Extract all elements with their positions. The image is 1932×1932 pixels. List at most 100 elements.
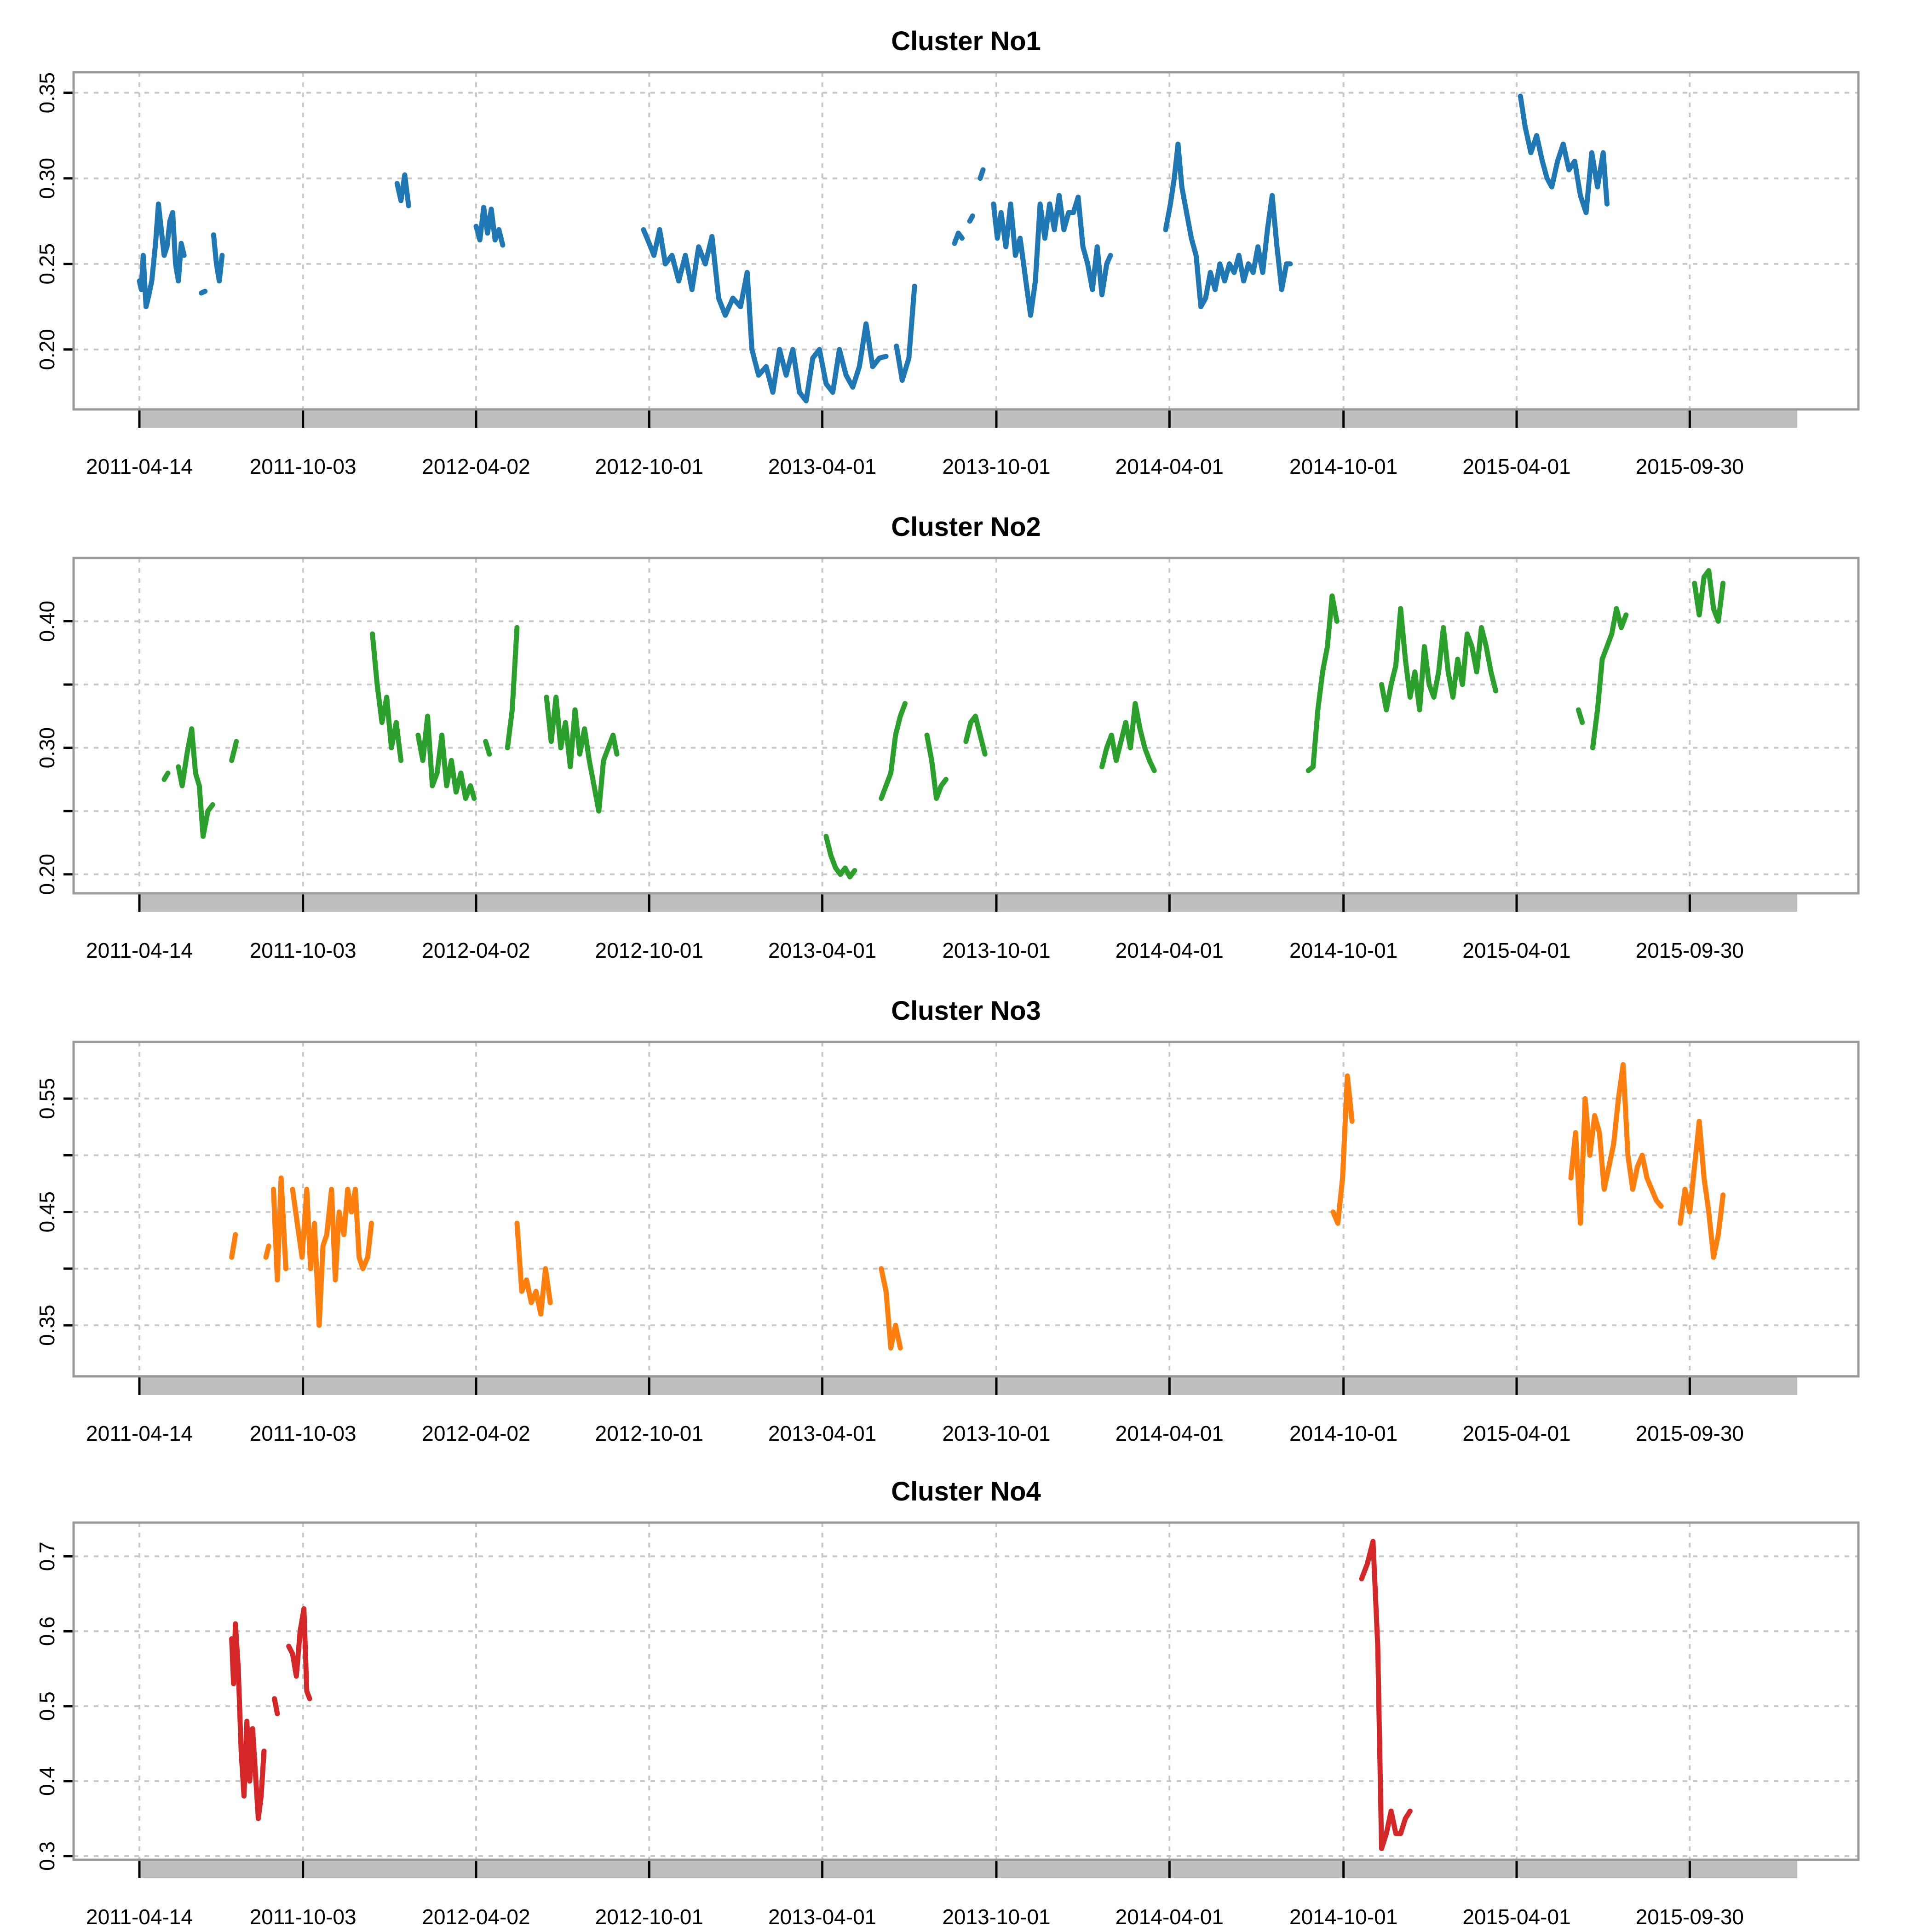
series-line-segment (415, 713, 477, 801)
y-tick-label: 0.40 (35, 601, 59, 642)
x-tick-label: 2011-10-03 (250, 454, 356, 478)
y-tick-label: 0.25 (35, 243, 59, 285)
x-tick-label: 2012-10-01 (595, 454, 703, 478)
plot-frame (72, 1041, 1860, 1378)
cluster-panel-2: Cluster No2 0.20 0.30 0.40 2011-04-14 2011-10… (35, 512, 1860, 962)
series-line-segment (272, 1696, 280, 1716)
series-line-segment (514, 1220, 553, 1317)
plot-frame (72, 557, 1860, 895)
x-tick-label: 2012-10-01 (595, 1421, 703, 1445)
series-line-segment (879, 701, 908, 801)
plot-frame (72, 1521, 1860, 1861)
series-line-segment (1518, 93, 1610, 215)
x-tick-label: 2012-04-02 (422, 1905, 530, 1929)
series-line-segment (211, 232, 225, 284)
series-line-segment (505, 625, 520, 751)
series-line-segment (271, 1175, 288, 1282)
series-line-segment (198, 288, 208, 296)
x-tick-label: 2013-10-01 (942, 1421, 1050, 1445)
x-tick-label: 2012-04-02 (422, 1421, 530, 1445)
series-line-segment (963, 713, 988, 757)
y-tick-label: 0.4 (35, 1766, 59, 1796)
cluster-panel-1: Cluster No1 0.20 0.25 0.30 0.35 2011-04-14 201… (35, 26, 1860, 478)
series-line-segment (823, 834, 857, 880)
series-line-segment (967, 213, 975, 224)
series-line-segment (978, 167, 986, 181)
series-line-segment (1305, 593, 1340, 773)
series-line-segment (1163, 141, 1293, 310)
y-tick-label: 0.6 (35, 1616, 59, 1646)
x-tick-label: 2013-04-01 (768, 1905, 876, 1929)
x-tick-label: 2013-04-01 (768, 1421, 876, 1445)
series-line-segment (176, 726, 215, 839)
x-tick-label: 2014-04-01 (1116, 454, 1224, 478)
chart-title: Cluster No3 (891, 996, 1041, 1026)
x-tick-label: 2011-04-14 (86, 1905, 193, 1929)
y-tick-label: 0.20 (35, 329, 59, 370)
x-tick-label: 2012-10-01 (595, 1905, 703, 1929)
series-line-segment (263, 1243, 271, 1260)
x-tick-label: 2015-04-01 (1462, 454, 1570, 478)
series-line-segment (924, 732, 949, 801)
y-tick-label: 0.5 (35, 1691, 59, 1721)
x-tick-label: 2014-10-01 (1289, 1905, 1397, 1929)
series-line-segment (1099, 701, 1157, 773)
x-tick-label: 2011-04-14 (86, 1421, 193, 1445)
date-axis-band (139, 1860, 1797, 1878)
series-line-segment (544, 695, 620, 814)
series-line-segment (1568, 1062, 1664, 1226)
series-line-segment (137, 201, 187, 310)
x-tick-label: 2013-10-01 (942, 1905, 1050, 1929)
series-line-segment (641, 227, 889, 403)
series-line-segment (1379, 606, 1498, 713)
y-tick-label: 0.35 (35, 72, 59, 114)
series-line-segment (229, 739, 239, 763)
x-tick-label: 2013-04-01 (768, 938, 876, 962)
chart-title: Cluster No2 (891, 512, 1041, 542)
y-tick-label: 0.7 (35, 1541, 59, 1571)
x-tick-label: 2014-04-01 (1116, 1905, 1224, 1929)
series-line-segment (394, 172, 411, 208)
x-tick-label: 2014-04-01 (1116, 938, 1224, 962)
y-tick-label: 0.35 (35, 1305, 59, 1346)
series-line-segment (952, 230, 965, 246)
x-tick-label: 2012-04-02 (422, 938, 530, 962)
x-tick-label: 2013-04-01 (768, 454, 876, 478)
cluster-panel-3: Cluster No3 0.35 0.45 0.55 2011-04-14 2011-10… (35, 996, 1860, 1445)
series-line-segment (1692, 568, 1726, 624)
x-tick-label: 2015-09-30 (1636, 938, 1744, 962)
chart-title: Cluster No1 (891, 26, 1041, 56)
cluster-panel-4: Cluster No4 0.3 0.4 0.5 0.6 0.7 2011-04-14 2011… (35, 1477, 1860, 1929)
x-tick-label: 2013-10-01 (942, 454, 1050, 478)
x-tick-label: 2014-10-01 (1289, 938, 1397, 962)
date-axis-band (139, 409, 1797, 428)
y-tick-label: 0.30 (35, 727, 59, 769)
x-tick-label: 2014-10-01 (1289, 1421, 1397, 1445)
x-tick-label: 2015-09-30 (1636, 1905, 1744, 1929)
x-tick-label: 2011-10-03 (250, 938, 356, 962)
series-line-segment (1576, 707, 1585, 725)
x-tick-label: 2013-10-01 (942, 938, 1050, 962)
series-line-segment (473, 205, 506, 248)
series-line-segment (286, 1606, 312, 1702)
y-tick-label: 0.30 (35, 158, 59, 199)
y-tick-label: 0.45 (35, 1191, 59, 1233)
series-line-segment (161, 770, 171, 782)
x-tick-label: 2015-09-30 (1636, 1421, 1744, 1445)
y-tick-label: 0.3 (35, 1841, 59, 1871)
x-tick-label: 2015-04-01 (1462, 1421, 1570, 1445)
x-tick-label: 2011-04-14 (86, 454, 193, 478)
series-line-segment (1678, 1119, 1726, 1260)
series-line-segment (229, 1621, 267, 1821)
y-tick-label: 0.20 (35, 854, 59, 895)
series-line-segment (370, 631, 404, 763)
series-line-segment (229, 1232, 238, 1260)
y-tick-label: 0.55 (35, 1078, 59, 1119)
x-tick-label: 2012-04-02 (422, 454, 530, 478)
series-line-segment (483, 739, 492, 757)
series-line-segment (1590, 606, 1629, 751)
series-line-segment (991, 193, 1113, 318)
x-tick-label: 2011-10-03 (250, 1905, 356, 1929)
x-tick-label: 2015-04-01 (1462, 1905, 1570, 1929)
